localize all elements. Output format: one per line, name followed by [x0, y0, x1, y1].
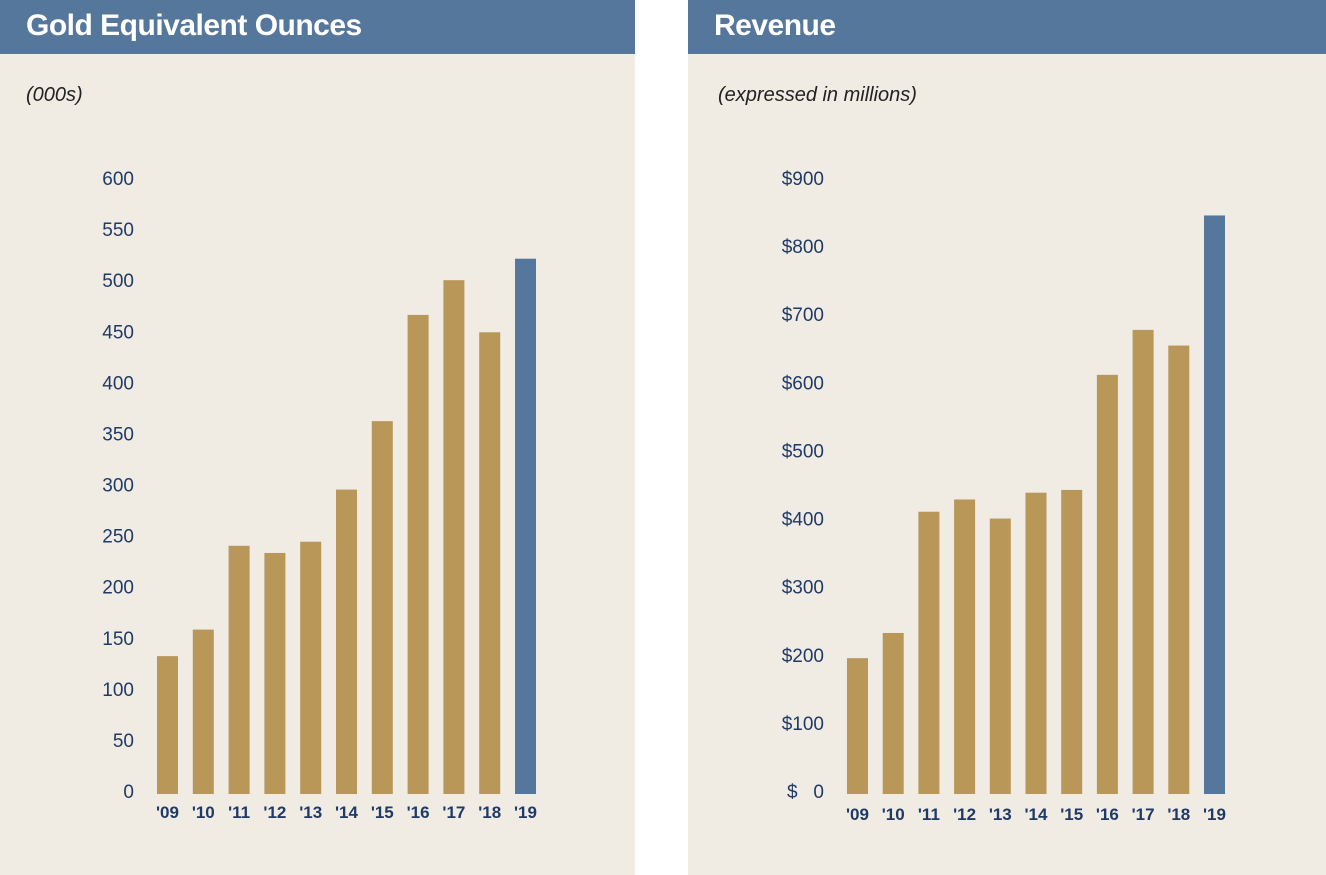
revenue-x-tick-label: '18	[1167, 805, 1190, 824]
revenue-bar-14	[1025, 492, 1047, 794]
revenue-x-tick-label: '13	[989, 805, 1012, 824]
gold-x-tick-label: '19	[514, 803, 537, 822]
revenue-bar-11	[918, 511, 940, 794]
gold-bar-18	[479, 332, 501, 794]
revenue-y-tick-label: $900	[782, 169, 824, 190]
gold-y-tick-label: 300	[102, 476, 134, 497]
gold-chart-title: Gold Equivalent Ounces	[0, 0, 635, 54]
revenue-x-tick-label: '14	[1025, 805, 1048, 824]
gold-bar-19	[515, 258, 536, 794]
gold-y-tick-label: 400	[102, 373, 134, 394]
gold-y-tick-label: 550	[102, 220, 134, 241]
revenue-x-tick-label: '10	[882, 805, 905, 824]
gold-x-tick-label: '11	[228, 803, 250, 822]
gold-bar-12	[264, 552, 286, 794]
revenue-y-tick-label: $700	[782, 305, 824, 326]
gold-x-tick-label: '13	[299, 803, 322, 822]
revenue-chart-subtitle: (expressed in millions)	[718, 84, 917, 106]
revenue-bar-chart: $ 0 $100 $200 $300 $400 $500 $600 $700 $800 $900 '…	[782, 169, 1226, 824]
gold-bar-11	[228, 545, 250, 794]
revenue-bar-09	[847, 658, 868, 794]
revenue-x-tick-label: '11	[918, 805, 940, 824]
revenue-bar-10	[882, 632, 904, 794]
gold-x-tick-label: '17	[442, 803, 465, 822]
gold-x-tick-label: '09	[156, 803, 179, 822]
gold-x-tick-label: '16	[407, 803, 430, 822]
gold-y-tick-label: 500	[102, 271, 134, 292]
revenue-x-tick-label: '09	[846, 805, 869, 824]
revenue-bar-13	[989, 518, 1011, 794]
gold-x-tick-label: '14	[335, 803, 358, 822]
gold-y-tick-label: 150	[102, 629, 134, 650]
revenue-y-tick-label: $500	[782, 441, 824, 462]
gold-chart-subtitle: (000s)	[26, 84, 83, 106]
gold-y-tick-label: 100	[102, 680, 134, 701]
gold-x-tick-label: '10	[192, 803, 215, 822]
revenue-y-tick-label: $100	[782, 714, 824, 735]
revenue-x-tick-label: '17	[1132, 805, 1155, 824]
revenue-bar-12	[954, 499, 976, 794]
revenue-bar-15	[1061, 489, 1083, 794]
revenue-y-tick-label: $200	[782, 646, 824, 667]
revenue-chart-panel: Revenue (expressed in millions) $ 0 $100 $…	[688, 0, 1326, 875]
gold-x-tick-label: '15	[371, 803, 394, 822]
revenue-y-tick-label: $800	[782, 237, 824, 258]
gold-bar-17	[443, 280, 465, 795]
revenue-y-tick-label: $ 0	[787, 782, 824, 803]
gold-x-tick-label: '12	[263, 803, 286, 822]
revenue-x-tick-label: '19	[1203, 805, 1226, 824]
gold-x-tick-label: '18	[478, 803, 501, 822]
gold-bar-15	[371, 421, 393, 794]
revenue-bar-18	[1168, 345, 1190, 794]
revenue-y-tick-label: $400	[782, 510, 824, 531]
revenue-x-tick-label: '12	[953, 805, 976, 824]
gold-chart-panel: Gold Equivalent Ounces (000s) 0 50 100 150 2…	[0, 0, 635, 875]
revenue-y-tick-label: $300	[782, 578, 824, 599]
gold-y-tick-label: 200	[102, 578, 134, 599]
revenue-chart-title: Revenue	[688, 0, 1326, 54]
gold-y-tick-label: 50	[113, 731, 134, 752]
gold-bar-16	[407, 314, 429, 794]
revenue-y-tick-label: $600	[782, 373, 824, 394]
gold-y-tick-label: 450	[102, 322, 134, 343]
gold-y-tick-label: 600	[102, 169, 134, 190]
revenue-x-tick-label: '15	[1060, 805, 1083, 824]
gold-ounces-bar-chart: 0 50 100 150 200 250 300 350 400 450 500 550 600 '09 '…	[102, 169, 537, 822]
gold-bar-13	[300, 541, 322, 794]
gold-y-tick-label: 0	[123, 782, 134, 803]
gold-bar-14	[336, 489, 357, 794]
revenue-bar-19	[1204, 215, 1225, 794]
revenue-x-tick-label: '16	[1096, 805, 1119, 824]
revenue-bar-17	[1132, 329, 1154, 794]
gold-y-tick-label: 250	[102, 527, 134, 548]
gold-bar-10	[192, 629, 214, 794]
gold-y-tick-label: 350	[102, 424, 134, 445]
revenue-bar-16	[1096, 374, 1118, 794]
gold-bar-09	[157, 656, 178, 794]
